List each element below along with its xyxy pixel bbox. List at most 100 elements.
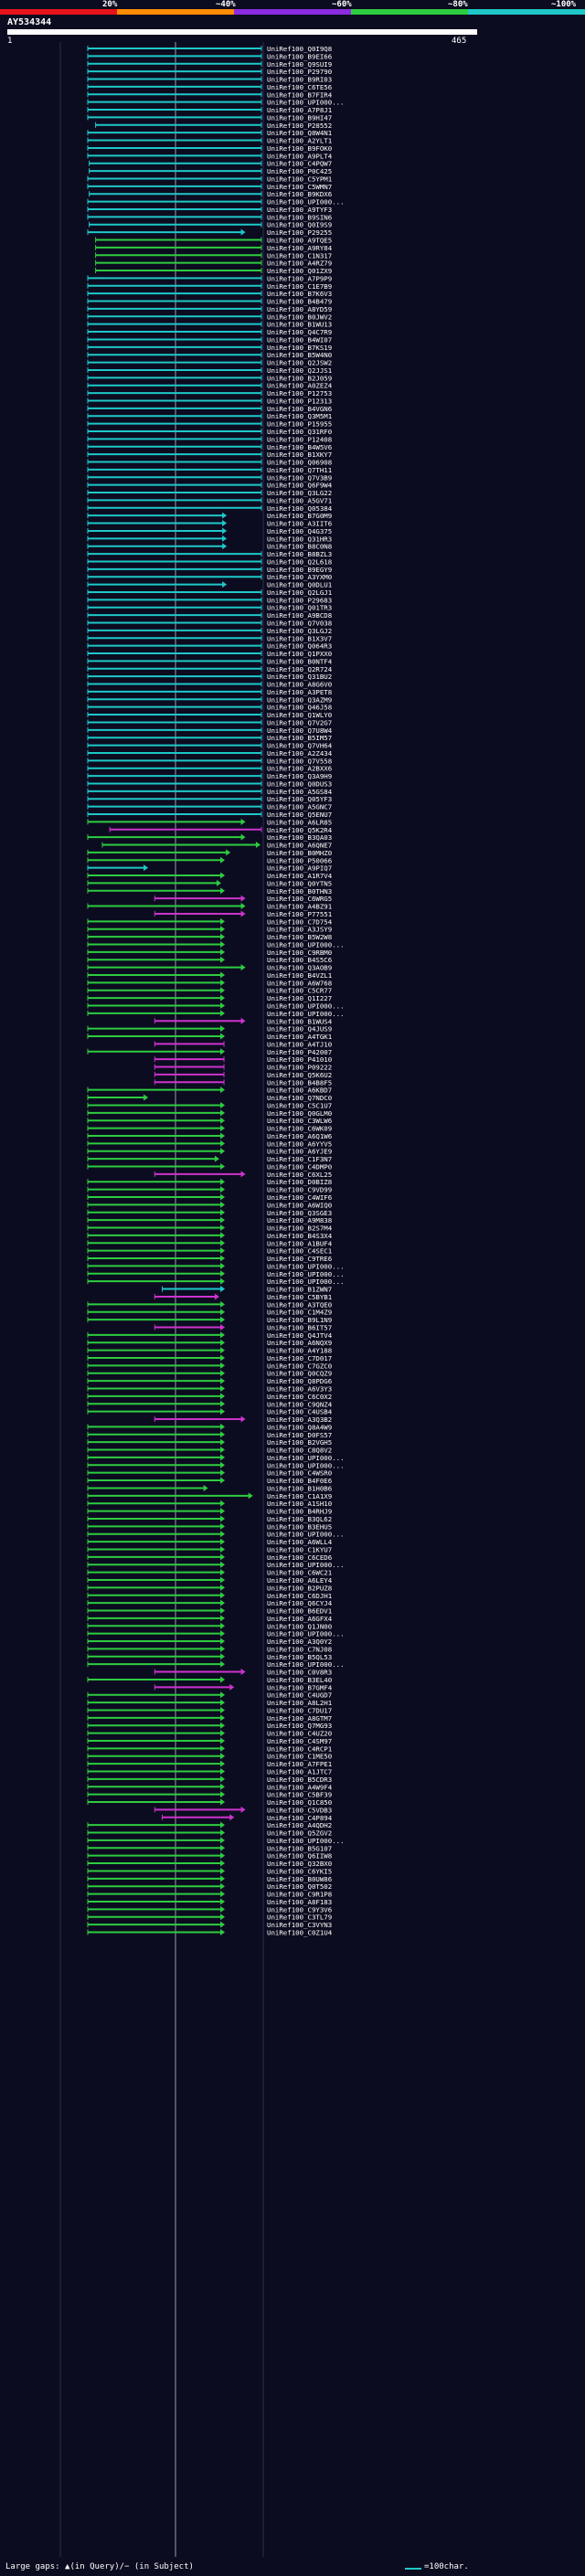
hit-arrow: [240, 833, 246, 841]
hit-arrow: [220, 1423, 226, 1430]
hit-arrow: [220, 1561, 226, 1568]
hit-label: UniRef100_A4BZ91: [267, 903, 332, 911]
hit-arrow: [220, 1447, 226, 1454]
hit-arrow: [220, 1277, 226, 1285]
hit-label: UniRef100_B5W4N0: [267, 351, 332, 359]
hit-arrow: [229, 1683, 235, 1691]
hit-label: UniRef100_B7K6V3: [267, 290, 332, 298]
hit-arrow: [255, 842, 261, 849]
hit-arrow: [220, 1362, 226, 1369]
hit-arrow: [220, 971, 226, 979]
hit-label: UniRef100_B9L1N9: [267, 1316, 332, 1324]
hit-label: UniRef100_C6DJH1: [267, 1592, 332, 1600]
hit-label: UniRef100_C7DU17: [267, 1706, 332, 1714]
hit-label: UniRef100_A4RZ79: [267, 260, 332, 268]
hit-label: UniRef100_Q4JTV4: [267, 1331, 333, 1340]
hit-label: UniRef100_P50066: [267, 856, 332, 864]
hit-arrow: [220, 1660, 226, 1668]
hit-label: UniRef100_B7GMF4: [267, 1683, 333, 1691]
hit-label: UniRef100_B5IM57: [267, 734, 332, 742]
hit-label: UniRef100_Q31BU2: [267, 673, 332, 681]
hit-label: UniRef100_B9EI66: [267, 52, 332, 60]
hit-label: UniRef100_P0C425: [267, 167, 332, 175]
hit-label: UniRef100_Q7VH64: [267, 742, 333, 750]
hit-label: UniRef100_A9RY84: [267, 244, 333, 252]
hit-label: UniRef100_C9QNZ4: [267, 1400, 333, 1408]
hit-label: UniRef100_Q0I9Q8: [267, 45, 332, 53]
hit-arrow: [220, 872, 226, 879]
hit-label: UniRef100_C7D017: [267, 1354, 332, 1362]
hit-label: UniRef100_A3JSY9: [267, 926, 332, 934]
hit-label: UniRef100_P41010: [267, 1055, 332, 1064]
hit-label: UniRef100_A7P9P9: [267, 274, 332, 282]
hit-label: UniRef100_A4TGK1: [267, 1033, 332, 1041]
hit-arrow: [220, 1860, 226, 1867]
hit-label: UniRef100_Q2L618: [267, 557, 332, 566]
hit-arrow: [222, 581, 228, 588]
hit-label: UniRef100_A8L2H1: [267, 1699, 332, 1707]
hit-label: UniRef100_C6WK09: [267, 1125, 332, 1133]
hit-label: UniRef100_C3VYN3: [267, 1921, 332, 1929]
query-sequence-bar: [7, 29, 477, 35]
hit-label: UniRef100_A8F183: [267, 1898, 332, 1906]
hit-label: UniRef100_B2S7M4: [267, 1224, 333, 1233]
legend-segment-cyan: [468, 9, 585, 15]
hit-arrow: [220, 1239, 226, 1246]
hit-arrow: [220, 1905, 226, 1913]
hit-label: UniRef100_C3WLW6: [267, 1117, 332, 1125]
hit-arrow: [220, 1393, 226, 1400]
hit-arrow: [220, 1515, 226, 1522]
hit-label: UniRef100_B8C0N8: [267, 543, 332, 551]
hit-label: UniRef100_A8YD59: [267, 305, 332, 313]
hit-label: UniRef100_A6V3Y3: [267, 1385, 332, 1394]
hit-label: UniRef100_Q2LGJ1: [267, 588, 332, 597]
hit-arrow: [220, 1699, 226, 1706]
hit-label: UniRef100_B3QA03: [267, 833, 332, 842]
hit-arrow: [220, 1262, 226, 1269]
hit-arrow: [220, 1101, 226, 1108]
hit-label: UniRef100_A3Q0Y2: [267, 1638, 332, 1646]
hit-arrow: [220, 1875, 226, 1882]
hit-label: UniRef100_Q1WLY0: [267, 711, 332, 719]
hit-label: UniRef100_Q064R3: [267, 642, 332, 651]
hit-label: UniRef100_B3QL62: [267, 1515, 332, 1523]
hit-label: UniRef100_B9HI47: [267, 113, 332, 122]
hit-label: UniRef100_A0ZEZ4: [267, 382, 333, 390]
hit-label: UniRef100_Q3AOB9: [267, 964, 332, 972]
hit-label: UniRef100_Q0T502: [267, 1882, 332, 1891]
hit-label: UniRef100_A4W9F4: [267, 1783, 333, 1791]
hit-label: UniRef100_C4DMP0: [267, 1162, 332, 1171]
hit-arrow: [220, 1653, 226, 1660]
hit-arrow: [220, 987, 226, 994]
hit-arrow: [220, 1676, 226, 1683]
hit-label: UniRef100_Q5ENU7: [267, 811, 332, 819]
hit-label: UniRef100_UPI000...: [267, 1454, 345, 1462]
hit-label: UniRef100_A6WIQ0: [267, 1201, 332, 1209]
hit-label: UniRef100_Q0DUS3: [267, 779, 332, 788]
hit-label: UniRef100_C7NJ08: [267, 1645, 332, 1653]
hit-label: UniRef100_C4SM97: [267, 1737, 332, 1745]
hit-label: UniRef100_Q1PXX0: [267, 650, 332, 658]
hit-label: UniRef100_Q1JN00: [267, 1622, 332, 1630]
hit-label: UniRef100_Q6CYJ4: [267, 1599, 333, 1607]
hit-label: UniRef100_Q3LG22: [267, 489, 332, 497]
hit-label: UniRef100_B1WU13: [267, 321, 332, 329]
hit-label: UniRef100_Q06908: [267, 459, 332, 467]
hit-arrow: [220, 1615, 226, 1622]
hit-arrow: [220, 1216, 226, 1224]
hit-label: UniRef100_P29683: [267, 596, 332, 604]
hit-label: UniRef100_C6CED6: [267, 1553, 332, 1562]
hit-arrow: [216, 879, 221, 886]
hit-label: UniRef100_Q31HR3: [267, 535, 332, 543]
scale-bar: [405, 2568, 421, 2570]
hit-label: UniRef100_C5BF39: [267, 1791, 332, 1799]
hit-arrow: [220, 1714, 226, 1722]
hit-label: UniRef100_B6IT57: [267, 1323, 332, 1331]
hit-label: UniRef100_UPI000...: [267, 198, 345, 207]
hit-label: UniRef100_Q7V558: [267, 757, 332, 765]
hit-label: UniRef100_A1BUF4: [267, 1239, 333, 1247]
hit-label: UniRef100_B0NTF4: [267, 657, 333, 665]
hit-label: UniRef100_B0UW86: [267, 1875, 332, 1883]
hit-label: UniRef100_UPI000...: [267, 1262, 345, 1270]
hit-arrow: [220, 1837, 226, 1844]
